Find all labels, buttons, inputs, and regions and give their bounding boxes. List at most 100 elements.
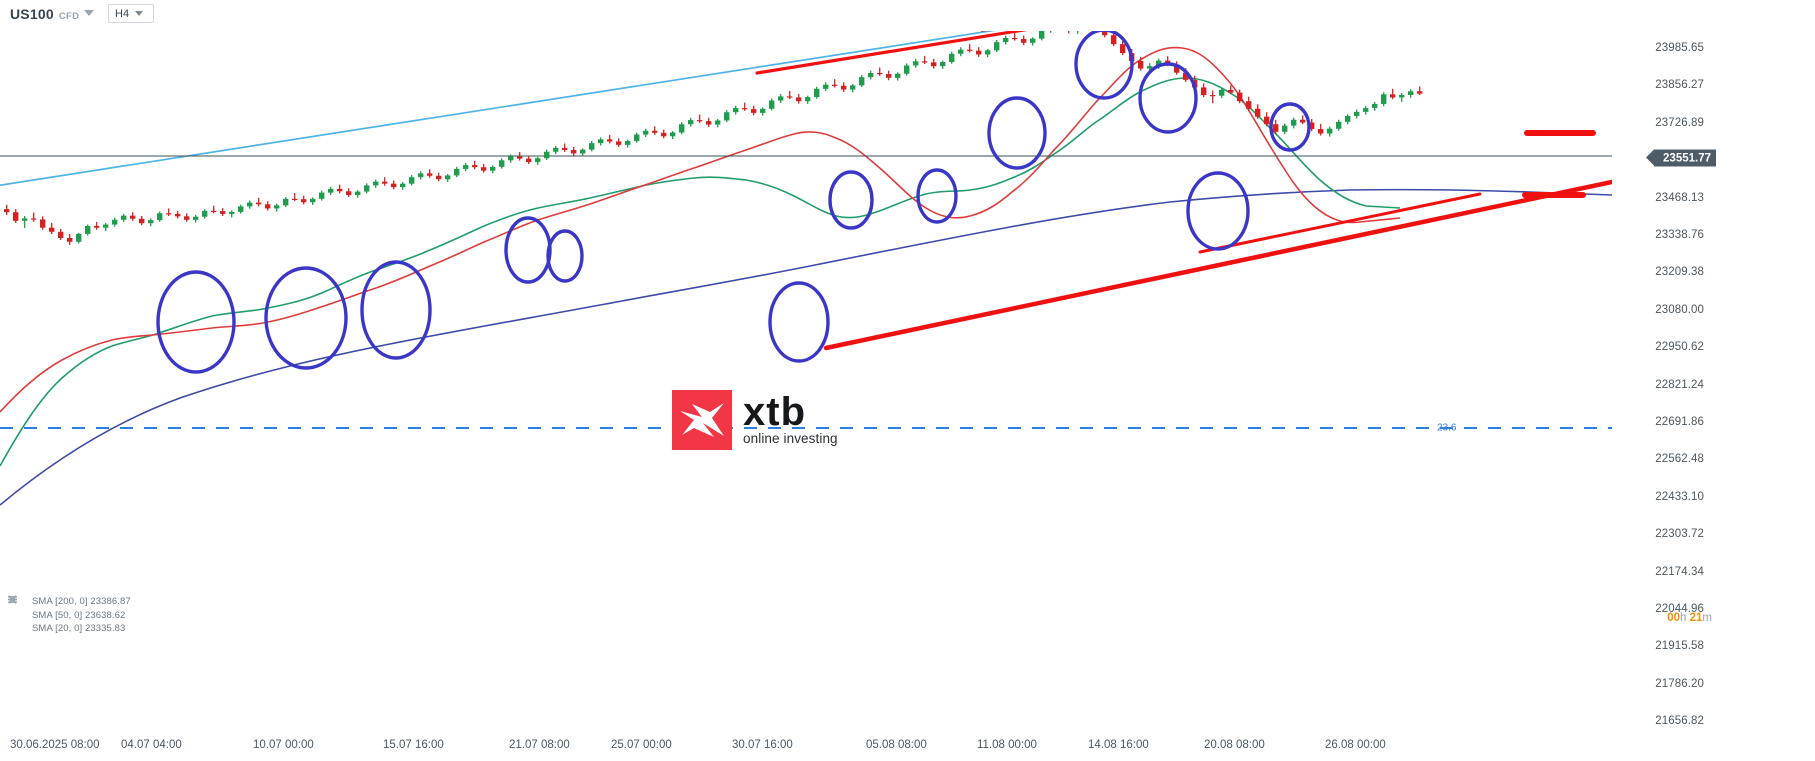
countdown-hours: 00 [1667, 612, 1680, 624]
candle-body [346, 191, 352, 196]
candle-body [760, 108, 766, 113]
candle-body [733, 108, 739, 113]
candle-body [58, 231, 64, 238]
candle-body [436, 175, 442, 180]
ellipse-annotation [1186, 171, 1250, 251]
candle-body [778, 96, 784, 101]
candle-body [508, 156, 514, 161]
candle-body [868, 73, 874, 78]
candle-body [454, 168, 460, 176]
candle-body [1390, 94, 1396, 98]
candle-body [544, 151, 550, 159]
ellipse-annotation [1138, 62, 1198, 134]
chart-plot-area[interactable]: xtb online investing SMA [200, 0] 23386.… [0, 0, 1612, 735]
candle-body [1345, 115, 1351, 122]
ellipse-annotation [1269, 102, 1311, 152]
candle-body [427, 173, 433, 176]
candle-body [886, 74, 892, 78]
candle-body [211, 210, 217, 213]
candle-body [616, 141, 622, 145]
time-tick: 05.08 08:00 [866, 739, 927, 751]
candle-body [535, 158, 541, 163]
chevron-down-icon[interactable] [135, 11, 144, 16]
countdown-minutes: 21 [1689, 612, 1703, 624]
candle-body [310, 198, 316, 203]
current-price-tag: 23551.77 [1646, 149, 1716, 167]
candle-body [652, 130, 658, 133]
candle-body [679, 124, 685, 133]
ellipse-annotation [546, 229, 584, 283]
candle-body [958, 49, 964, 54]
time-tick: 14.08 16:00 [1088, 739, 1149, 751]
candle-body [742, 108, 748, 110]
sma-50-line [0, 46, 1401, 413]
candle-body [1354, 111, 1360, 116]
symbol-selector[interactable]: US100 CFD [10, 6, 95, 22]
candle-body [841, 85, 847, 90]
candle-body [1030, 38, 1036, 43]
candle-body [553, 147, 559, 152]
candle-body [283, 198, 289, 206]
candle-body [328, 188, 334, 193]
candle-body [463, 165, 469, 169]
candle-body [895, 73, 901, 78]
candle-body [931, 62, 937, 67]
candle-body [1138, 60, 1144, 69]
countdown-hours-unit: h [1680, 612, 1687, 624]
price-axis[interactable]: 23985.6523856.2723726.8923597.5123468.13… [1612, 0, 1815, 735]
fib-label-236: 23.6 [1437, 422, 1457, 434]
candlestick-series [4, 14, 1423, 245]
chevron-down-icon[interactable] [84, 10, 95, 16]
candle-body [904, 65, 910, 74]
close-icon[interactable] [8, 595, 29, 620]
candle-body [22, 218, 28, 221]
candle-body [499, 160, 505, 167]
candle-body [787, 96, 793, 98]
candle-body [1147, 66, 1153, 69]
candle-body [1309, 122, 1315, 130]
indicator-label: SMA [200, 0] 23386.87 [32, 596, 131, 608]
time-tick: 10.07 00:00 [253, 739, 314, 751]
candle-body [1210, 95, 1216, 97]
candle-body [769, 100, 775, 109]
candle-body [1219, 89, 1225, 96]
candle-body [1291, 119, 1297, 126]
instrument-type: CFD [58, 11, 80, 22]
ellipse-annotation [1074, 28, 1134, 100]
candle-body [265, 204, 271, 209]
candle-body [832, 84, 838, 86]
indicator-legend-row[interactable]: SMA [20, 0] 23335.83 [8, 595, 131, 636]
close-icon[interactable] [8, 595, 29, 606]
candle-body [1120, 44, 1126, 54]
symbol-name: US100 [10, 6, 54, 22]
close-icon[interactable] [8, 595, 29, 633]
candle-body [1156, 60, 1162, 67]
time-axis[interactable]: 30.06.2025 08:00 04.07 04:00 10.07 00:00 15… [0, 735, 1815, 761]
price-tick: 23726.89 [1655, 116, 1704, 129]
price-tick: 22174.34 [1655, 565, 1704, 578]
candle-body [1327, 128, 1333, 134]
candle-body [634, 134, 640, 142]
candle-body [580, 149, 586, 154]
candle-body [166, 213, 172, 215]
candle-body [220, 211, 226, 214]
settings-icon[interactable] [8, 596, 17, 620]
indicator-legend-row[interactable]: SMA [200, 0] 23386.87 [8, 595, 131, 609]
price-tick: 22433.10 [1655, 490, 1704, 503]
candle-body [661, 132, 667, 137]
time-tick: 15.07 16:00 [383, 739, 444, 751]
candle-body [1318, 129, 1324, 134]
time-tick: 11.08 00:00 [977, 739, 1037, 751]
timeframe-selector[interactable]: H4 [108, 4, 154, 23]
candle-body [1183, 72, 1189, 80]
candle-body [364, 185, 370, 192]
settings-icon[interactable] [8, 596, 17, 633]
candle-body [247, 202, 253, 207]
current-price-value: 23551.77 [1663, 152, 1711, 164]
candle-body [751, 109, 757, 113]
candle-body [373, 181, 379, 186]
candle-body [598, 139, 604, 144]
time-tick: 25.07 00:00 [611, 739, 672, 751]
candle-body [670, 132, 676, 137]
indicator-legend-row[interactable]: SMA [50, 0] 23638.62 [8, 595, 131, 623]
